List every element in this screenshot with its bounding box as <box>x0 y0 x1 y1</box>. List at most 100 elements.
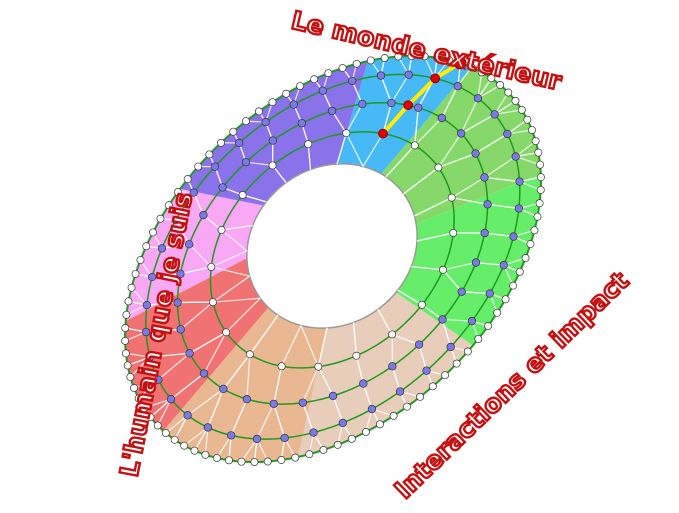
spoke-line <box>146 328 181 333</box>
spoke-line <box>484 176 520 183</box>
edge-node <box>207 262 216 271</box>
node-layer <box>121 52 545 466</box>
spoke-line <box>411 265 444 271</box>
spoke-line <box>345 132 364 167</box>
spoke-line <box>273 366 283 404</box>
edge-node <box>441 371 449 380</box>
node <box>185 240 194 249</box>
edge-node <box>222 328 231 337</box>
spoke-line <box>222 354 251 390</box>
node <box>145 352 155 362</box>
spoke-line <box>437 133 462 168</box>
node <box>210 162 220 171</box>
spoke-line <box>174 414 189 441</box>
spoke-line <box>515 140 536 157</box>
edge-node <box>164 201 173 210</box>
spoke-line <box>302 402 315 433</box>
edge-node <box>263 457 272 466</box>
edge-node <box>467 63 476 72</box>
node <box>328 391 338 401</box>
node <box>280 433 289 443</box>
node <box>457 287 466 296</box>
spoke-line <box>418 344 428 371</box>
edge-node <box>250 458 259 466</box>
edge-node <box>523 115 532 124</box>
edge-node <box>445 56 454 64</box>
edge-node <box>122 310 131 319</box>
node <box>388 362 397 371</box>
edge-node <box>536 186 545 194</box>
edge-node <box>410 141 419 150</box>
edge-node <box>126 373 135 381</box>
node <box>219 384 228 394</box>
edge-node <box>533 212 542 221</box>
edge-node <box>394 52 403 61</box>
spoke-line <box>362 383 373 410</box>
spoke-line <box>362 133 384 167</box>
edge-node <box>324 69 333 78</box>
spoke-line <box>307 144 312 170</box>
node <box>189 188 198 197</box>
spoke-line <box>256 403 275 440</box>
spoke-line <box>390 74 410 104</box>
spoke-line <box>157 398 172 426</box>
spoke-line <box>256 438 269 462</box>
label-right: Interactions et impact <box>389 266 634 504</box>
node <box>227 431 236 440</box>
edge-node <box>333 440 342 449</box>
spoke-line <box>332 395 344 424</box>
edge-node <box>241 117 250 126</box>
edge-node <box>403 402 411 411</box>
node <box>183 411 192 420</box>
edge-node <box>291 453 300 462</box>
node <box>414 103 423 112</box>
spoke-line <box>515 155 541 166</box>
edge-node <box>217 138 225 147</box>
edge-node <box>361 427 370 436</box>
spoke-line <box>484 232 514 238</box>
node <box>446 342 455 352</box>
spoke-line <box>416 232 454 242</box>
edge-node <box>131 269 140 278</box>
spoke-line <box>245 161 273 166</box>
spoke-line <box>240 438 258 462</box>
edge-node <box>183 175 192 184</box>
edge-node <box>342 129 351 138</box>
edge-node <box>180 441 189 450</box>
edge-node <box>277 362 286 371</box>
node <box>141 327 151 337</box>
edge-node <box>127 283 136 292</box>
sector-red <box>125 258 269 431</box>
node <box>298 398 307 407</box>
node <box>490 110 499 119</box>
spoke-line <box>345 103 363 134</box>
edge-node <box>153 421 162 430</box>
spoke-line <box>300 325 319 367</box>
node <box>414 340 424 349</box>
node <box>359 379 368 388</box>
node <box>438 315 447 324</box>
node <box>387 98 396 108</box>
spoke-line <box>352 322 357 356</box>
spoke-line <box>221 224 253 231</box>
node <box>483 200 492 209</box>
edge-node <box>511 96 520 105</box>
edge-node <box>388 330 397 339</box>
spoke-line <box>302 366 319 403</box>
node <box>327 106 337 116</box>
edge-node <box>416 392 425 401</box>
spoke-line <box>157 352 190 381</box>
spoke-line <box>460 98 479 134</box>
edge-node <box>493 308 502 317</box>
edge-node <box>352 59 361 68</box>
sector-green <box>395 173 541 346</box>
edge-node <box>224 456 233 465</box>
spoke-line <box>228 435 232 461</box>
spoke-line <box>451 176 485 199</box>
edge-node <box>449 228 458 237</box>
spoke-line <box>203 332 227 374</box>
spoke-line <box>507 129 533 135</box>
spoke-line <box>477 84 501 99</box>
spoke-line <box>230 398 248 436</box>
